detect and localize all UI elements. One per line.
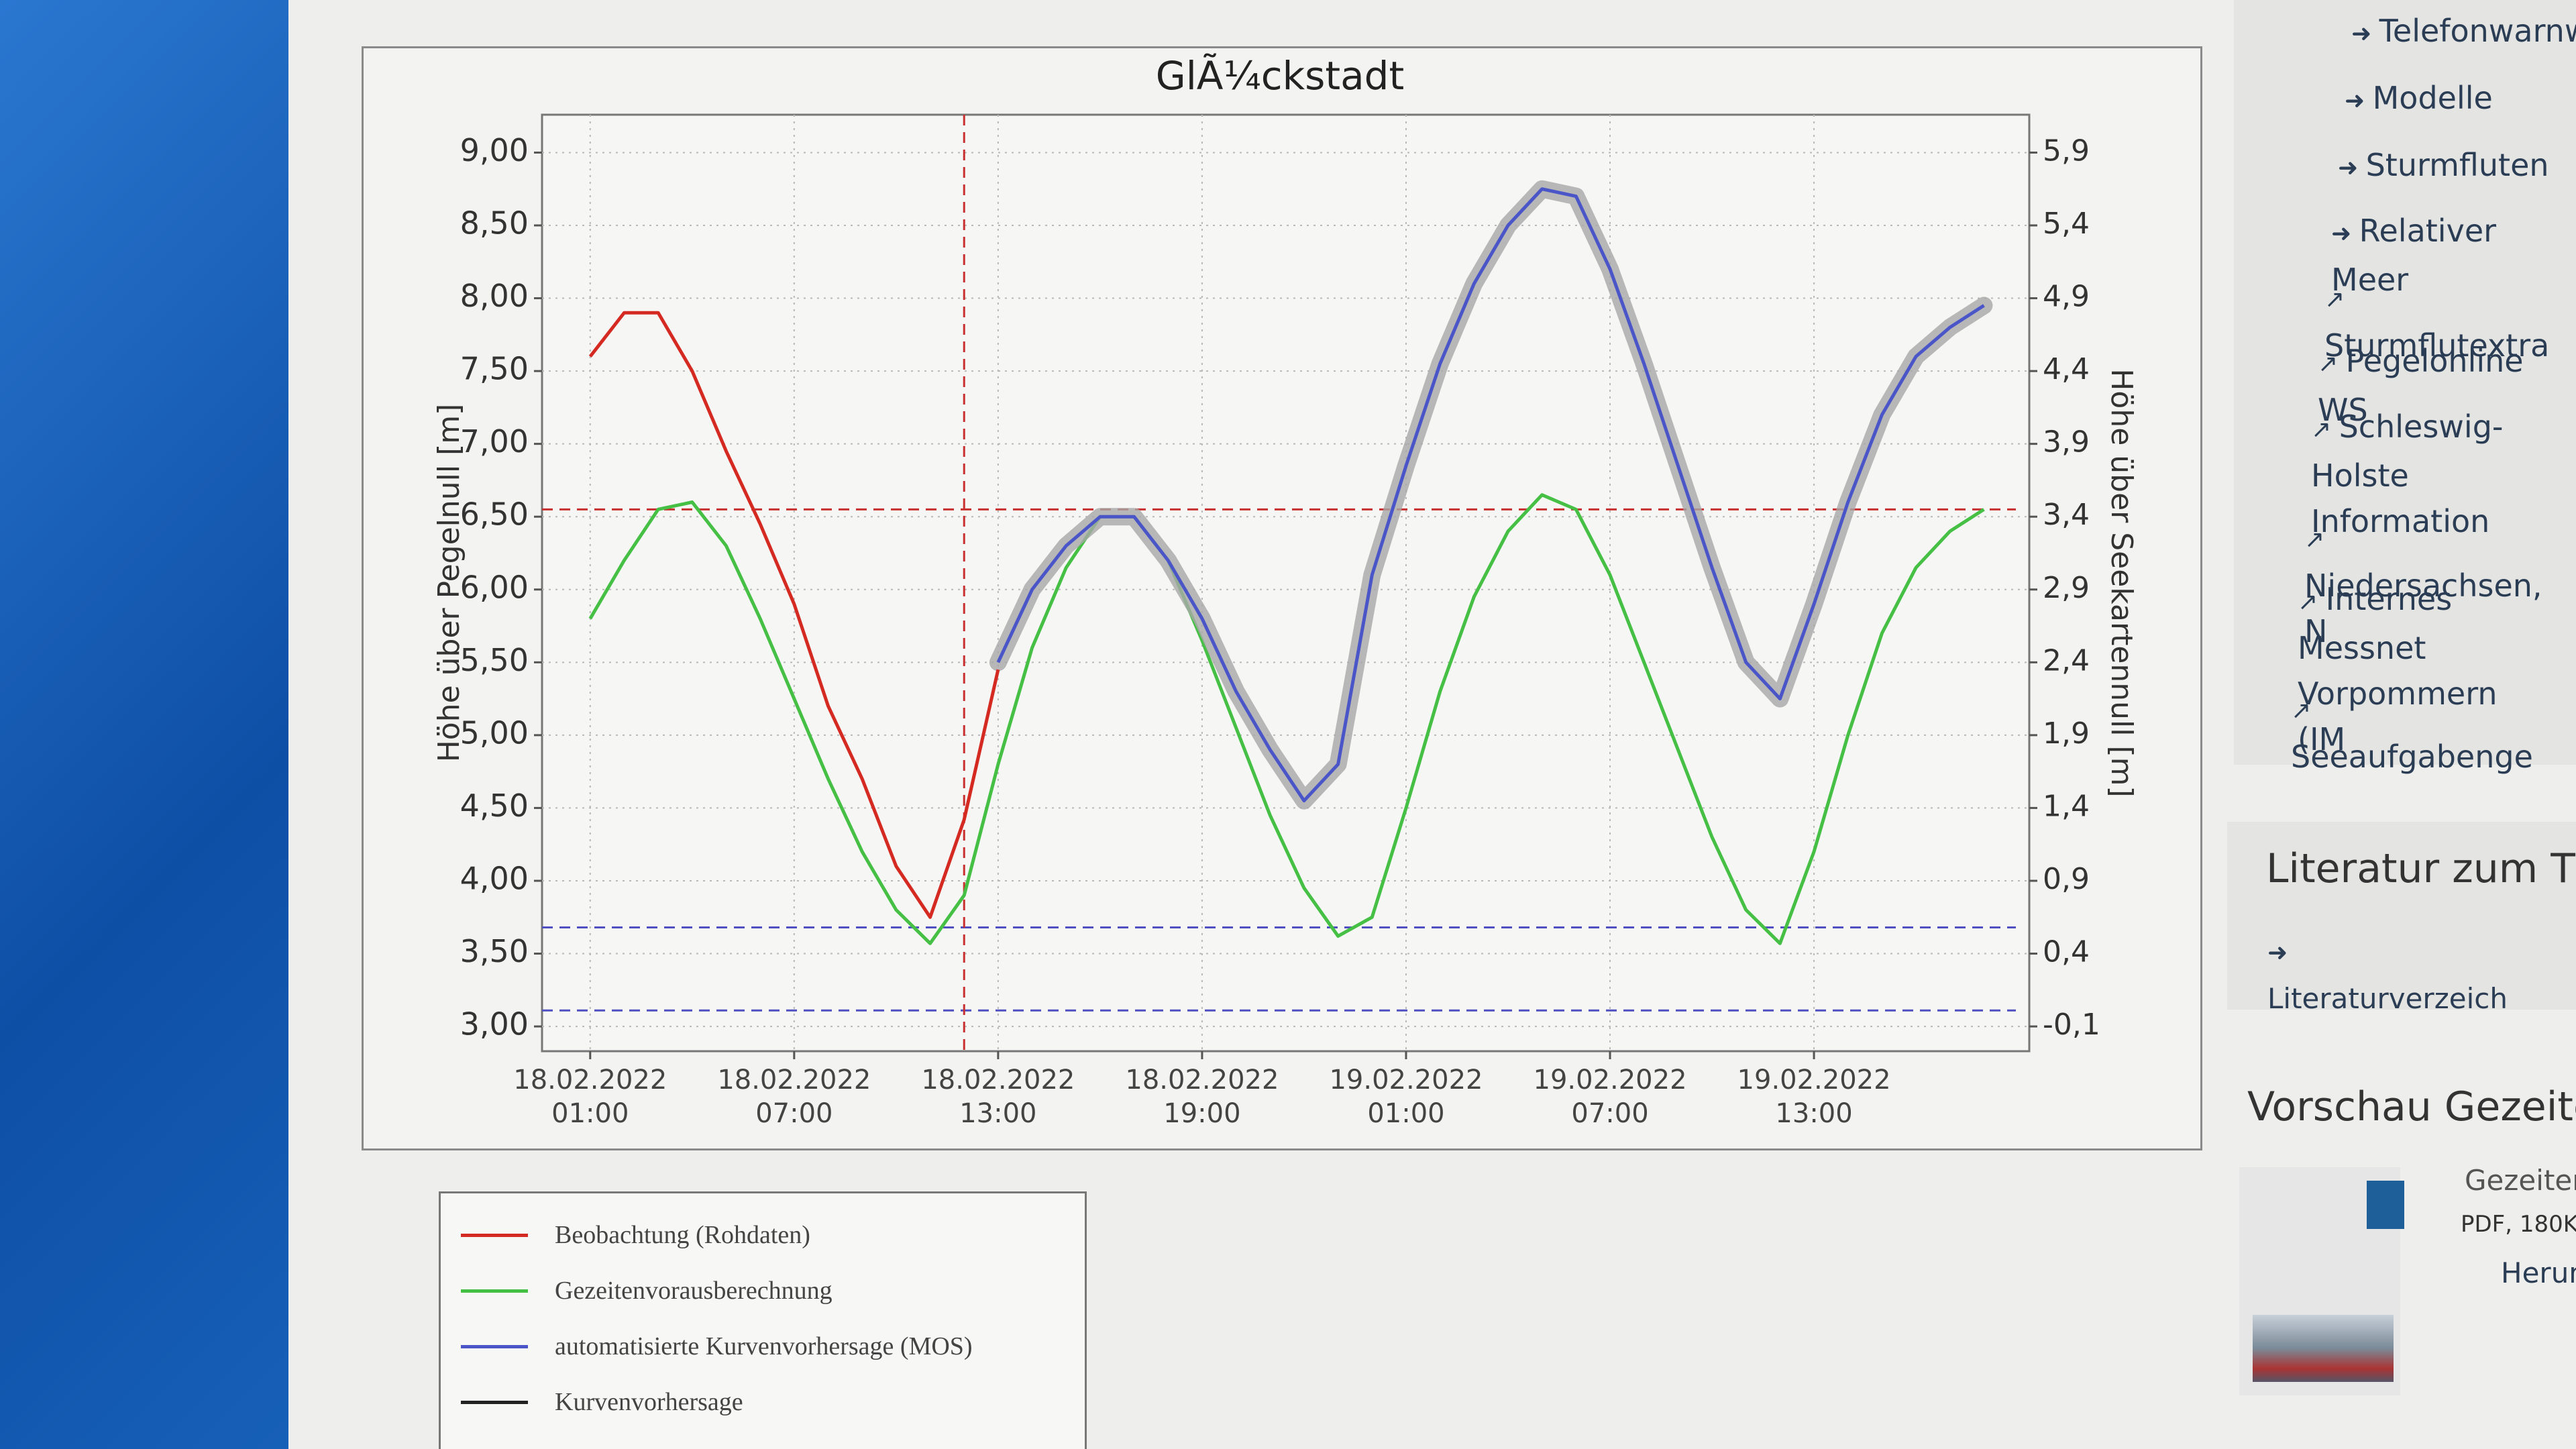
y2-tick-label: 3,4 [2043, 498, 2090, 532]
y2-tick-label: 4,9 [2043, 280, 2090, 314]
y2-tick-label: 5,4 [2043, 207, 2090, 241]
y-tick-label: 7,00 [460, 423, 529, 460]
y-tick-label: 8,50 [460, 205, 529, 241]
x-tick-label: 19.02.2022 07:00 [1533, 1065, 1687, 1129]
y-tick-label: 5,50 [460, 642, 529, 678]
x-tick-label: 18.02.2022 01:00 [513, 1065, 667, 1129]
y2-tick-label: -0,1 [2043, 1008, 2100, 1042]
y-tick-label: 6,00 [460, 569, 529, 605]
desktop-background [0, 0, 288, 1449]
y-tick-label: 4,50 [460, 788, 529, 824]
legend-entry: Beobachtung (Rohdaten) [461, 1220, 810, 1250]
x-tick-label: 18.02.2022 13:00 [921, 1065, 1075, 1129]
legend-label: Beobachtung (Rohdaten) [555, 1221, 810, 1249]
series-line [588, 493, 1985, 945]
y-tick-label: 9,00 [460, 132, 529, 168]
legend-label: Kurvenvorhersage [555, 1388, 743, 1416]
sidebar-link[interactable]: Seeaufgabengese [2291, 685, 2532, 780]
y-tick-label: 3,50 [460, 933, 529, 969]
y2-tick-label: 1,9 [2043, 716, 2090, 751]
section-heading: Vorschau Gezeite [2247, 1083, 2576, 1130]
pdf-icon [2367, 1181, 2404, 1229]
legend-swatch [461, 1344, 528, 1348]
y-tick-label: 3,00 [460, 1006, 529, 1042]
y-tick-label: 6,50 [460, 496, 529, 533]
link[interactable]: Literaturverzeichnis [2267, 928, 2509, 1022]
y2-tick-label: 0,9 [2043, 862, 2090, 896]
y2-tick-label: 2,9 [2043, 571, 2090, 605]
y2-tick-label: 0,4 [2043, 935, 2090, 969]
legend-swatch [461, 1289, 528, 1293]
legend: Beobachtung (Rohdaten) Gezeitenvorausbere… [439, 1191, 1087, 1449]
preview-thumbnail [2239, 1167, 2404, 1395]
legend-swatch [461, 1233, 528, 1237]
y2-axis-title: Höhe über Seekartennull [m] [2104, 368, 2139, 797]
plot-area [541, 113, 2031, 1053]
file-meta: PDF, 180KB [2461, 1211, 2576, 1238]
y2-tick-label: 1,4 [2043, 789, 2090, 823]
x-tick-label: 19.02.2022 01:00 [1329, 1065, 1483, 1129]
legend-swatch [461, 1400, 528, 1404]
legend-entry: automatisierte Kurvenvorhersage (MOS) [461, 1332, 973, 1361]
x-tick-label: 18.02.2022 07:00 [717, 1065, 871, 1129]
download-link[interactable]: Herun [2501, 1256, 2576, 1289]
y-tick-label: 8,00 [460, 278, 529, 314]
y2-tick-label: 2,4 [2043, 643, 2090, 678]
legend-entry: Gezeitenvorausberechnung [461, 1276, 833, 1305]
legend-label: Gezeitenvorausberechnung [555, 1277, 833, 1305]
calendar-image [2253, 1315, 2394, 1382]
sidebar-link[interactable]: Sturmfluten [2338, 142, 2576, 191]
x-tick-label: 18.02.2022 19:00 [1125, 1065, 1279, 1129]
y-tick-label: 7,50 [460, 351, 529, 387]
series-line [996, 187, 1985, 803]
x-tick-label: 19.02.2022 13:00 [1737, 1065, 1891, 1129]
y-axis-title: Höhe über Pegelnull [m] [432, 404, 466, 763]
legend-label: automatisierte Kurvenvorhersage (MOS) [555, 1332, 973, 1360]
y2-tick-label: 5,9 [2043, 133, 2090, 168]
file-name[interactable]: Gezeiten [2465, 1164, 2576, 1197]
section-heading: Literatur zum T [2266, 845, 2575, 892]
y2-tick-label: 3,9 [2043, 425, 2090, 460]
sidebar-link[interactable]: Telefonwarnw [2351, 8, 2576, 57]
y-tick-label: 5,00 [460, 714, 529, 751]
legend-entry: Kurvenvorhersage [461, 1387, 743, 1417]
sidebar-link[interactable]: Modelle [2345, 75, 2576, 124]
y2-tick-label: 4,4 [2043, 352, 2090, 386]
y-tick-label: 4,00 [460, 860, 529, 896]
chart-title: GlÃ¼ckstadt [1156, 52, 1405, 99]
series-line [588, 311, 1000, 919]
